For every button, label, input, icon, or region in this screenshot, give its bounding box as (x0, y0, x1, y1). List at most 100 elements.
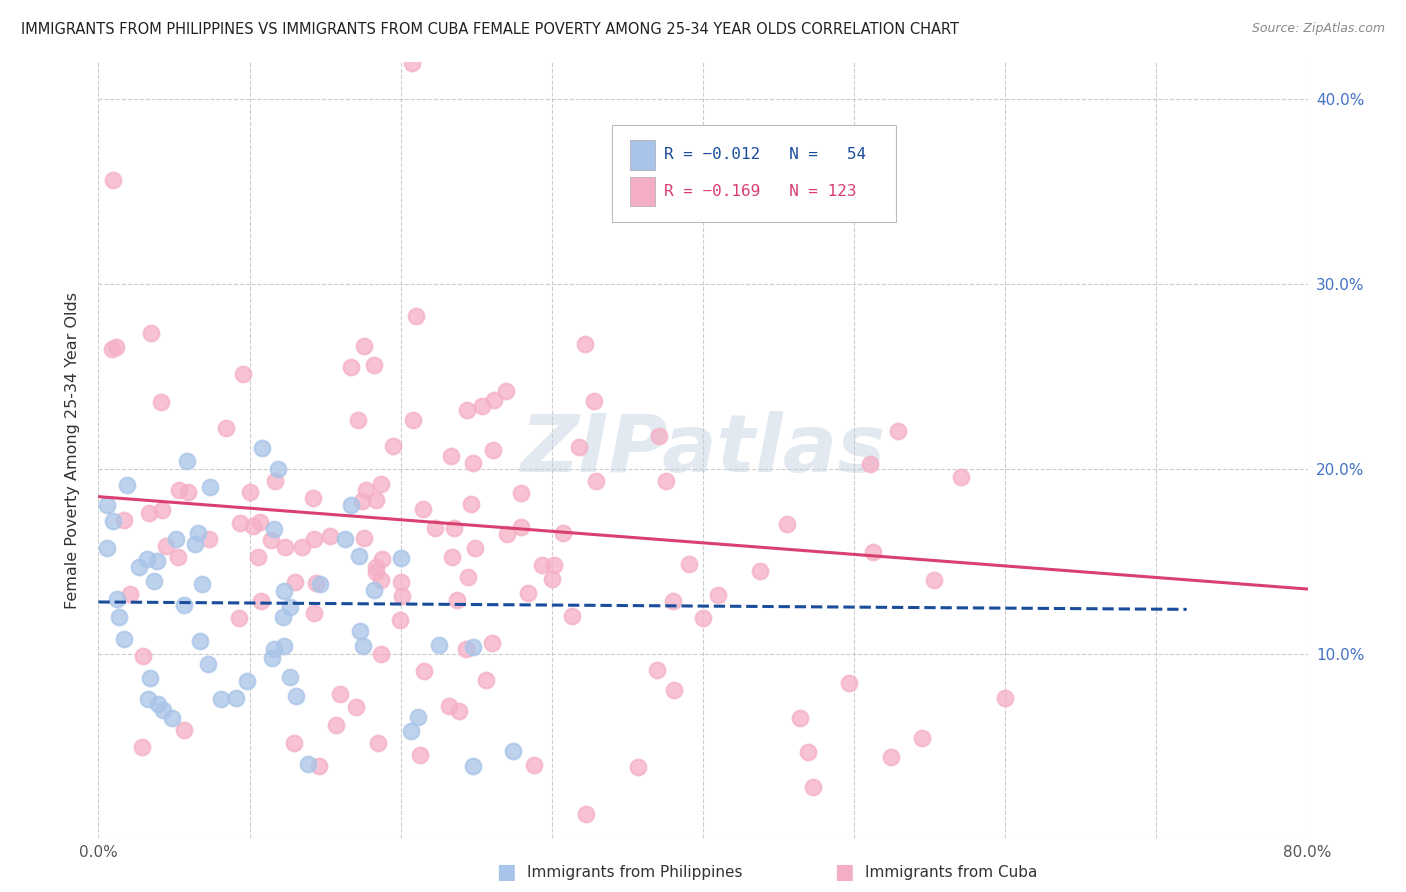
Point (402, 413, 425, 427)
Point (132, 649, 155, 664)
Point (568, 440, 591, 454)
Point (340, 499, 363, 513)
Point (291, 540, 314, 554)
Point (353, 339, 375, 353)
Point (749, 564, 772, 578)
Point (136, 691, 159, 706)
Point (443, 521, 465, 535)
Point (274, 541, 297, 555)
Point (803, 780, 825, 794)
Point (463, 640, 485, 654)
Point (101, 514, 124, 528)
Point (502, 744, 524, 758)
Point (382, 439, 405, 453)
Point (333, 533, 356, 547)
Point (575, 806, 598, 821)
Point (427, 638, 450, 652)
Point (176, 454, 198, 468)
Text: R = −0.169   N = 123: R = −0.169 N = 123 (664, 184, 856, 199)
Point (789, 711, 811, 725)
Point (197, 657, 219, 672)
Point (242, 518, 264, 533)
Point (692, 611, 714, 625)
Point (305, 576, 328, 591)
Text: ZIPatlas: ZIPatlas (520, 411, 886, 490)
Point (273, 584, 295, 599)
Point (141, 326, 163, 340)
Point (146, 697, 169, 711)
Point (880, 750, 903, 764)
Point (114, 632, 136, 647)
Point (543, 558, 565, 572)
Point (446, 592, 468, 607)
Point (104, 340, 127, 354)
Point (329, 687, 352, 701)
Point (260, 650, 283, 665)
Point (626, 760, 648, 774)
Point (887, 424, 910, 438)
Point (347, 549, 370, 563)
Point (797, 745, 820, 759)
Point (510, 520, 533, 534)
Bar (630, 140, 655, 169)
Y-axis label: Female Poverty Among 25-34 Year Olds: Female Poverty Among 25-34 Year Olds (65, 292, 80, 609)
Text: Source: ZipAtlas.com: Source: ZipAtlas.com (1251, 22, 1385, 36)
Point (551, 526, 574, 541)
Point (246, 549, 269, 564)
Point (484, 392, 506, 407)
Point (101, 343, 124, 357)
Text: R = −0.012   N =   54: R = −0.012 N = 54 (664, 147, 866, 162)
Point (264, 474, 287, 488)
Point (173, 598, 195, 612)
Point (994, 690, 1017, 705)
Point (481, 636, 503, 650)
Point (142, 574, 165, 589)
Point (209, 692, 232, 706)
Point (188, 634, 211, 648)
Point (136, 551, 159, 566)
Point (371, 552, 394, 566)
Point (408, 710, 430, 724)
Point (441, 549, 464, 564)
Point (138, 671, 160, 685)
Point (523, 758, 546, 772)
Point (661, 594, 683, 608)
Point (922, 573, 945, 587)
Point (447, 704, 470, 718)
Point (582, 393, 605, 408)
Point (482, 442, 505, 457)
Point (284, 575, 307, 590)
Point (367, 736, 389, 750)
Point (252, 441, 274, 455)
Point (350, 493, 373, 508)
Point (263, 522, 285, 536)
Point (363, 583, 385, 598)
Point (263, 642, 285, 657)
Point (200, 480, 222, 494)
Point (389, 550, 412, 565)
Point (166, 550, 188, 565)
Point (229, 516, 252, 530)
Point (412, 664, 434, 678)
Point (173, 723, 195, 738)
Point (117, 478, 139, 492)
Point (838, 676, 860, 690)
Point (308, 759, 330, 773)
Point (776, 517, 799, 532)
Text: IMMIGRANTS FROM PHILIPPINES VS IMMIGRANTS FROM CUBA FEMALE POVERTY AMONG 25-34 Y: IMMIGRANTS FROM PHILIPPINES VS IMMIGRANT… (21, 22, 959, 37)
Point (950, 470, 973, 484)
Point (325, 718, 347, 732)
Point (541, 572, 564, 586)
Point (107, 609, 129, 624)
Point (112, 513, 135, 527)
Point (167, 483, 190, 498)
Point (662, 683, 685, 698)
Point (412, 501, 434, 516)
Point (456, 403, 478, 417)
Point (344, 699, 367, 714)
Point (364, 560, 387, 574)
Point (235, 673, 257, 688)
Point (278, 600, 301, 615)
Point (131, 739, 153, 754)
Text: Immigrants from Cuba: Immigrants from Cuba (865, 865, 1038, 880)
